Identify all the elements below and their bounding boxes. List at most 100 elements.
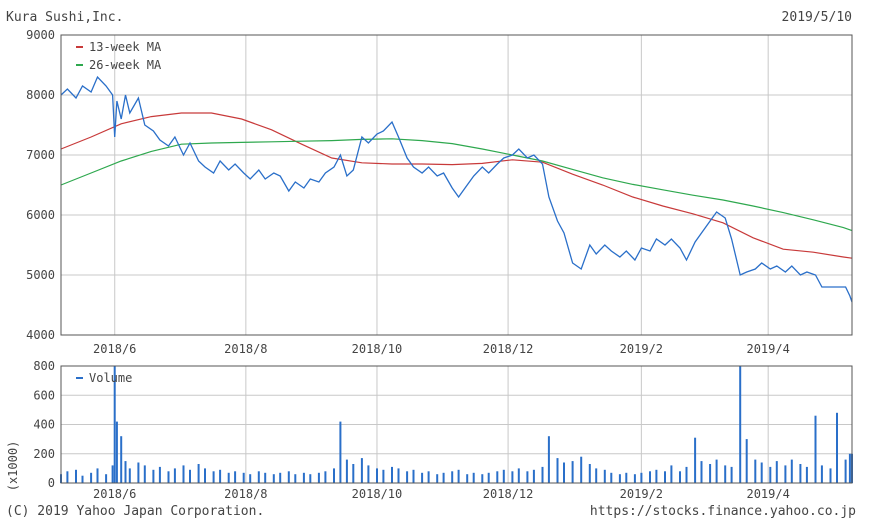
volume-bar <box>257 471 260 483</box>
volume-bar <box>655 469 658 483</box>
volume-bar <box>517 468 520 483</box>
y-tick-label: 200 <box>33 447 55 461</box>
volume-bar <box>352 464 355 483</box>
volume-bar <box>376 468 378 483</box>
volume-bar <box>784 465 787 483</box>
volume-bar <box>397 468 400 483</box>
volume-legend: Volume <box>76 371 132 385</box>
x-tick-label: 2018/6 <box>93 342 136 356</box>
volume-bar <box>287 471 290 483</box>
volume-bar <box>345 459 348 483</box>
volume-bar <box>775 461 778 483</box>
volume-bar <box>724 465 727 483</box>
volume-bar <box>317 472 320 483</box>
legend-label: 13-week MA <box>89 40 162 54</box>
y-tick-label: 800 <box>33 359 55 373</box>
volume-bar <box>739 366 742 483</box>
stock-title: Kura Sushi,Inc. <box>6 10 124 25</box>
volume-bar <box>189 469 191 483</box>
y-tick-label: 0 <box>48 476 55 490</box>
volume-bar <box>197 464 200 483</box>
volume-bar <box>836 412 838 483</box>
price-legend: 13-week MA 26-week MA <box>76 40 162 72</box>
volume-bar <box>406 471 409 483</box>
volume-bar <box>124 461 127 483</box>
volume-bar <box>158 466 161 483</box>
x-tick-label: 2018/12 <box>483 487 534 501</box>
legend-label: Volume <box>89 371 132 385</box>
y-tick-label: 8000 <box>26 88 55 102</box>
volume-bar <box>212 471 215 483</box>
volume-bar <box>391 466 393 483</box>
volume-bar <box>760 462 763 483</box>
volume-bar <box>309 474 312 483</box>
y-tick-label: 400 <box>33 418 55 432</box>
price-y-axis: 4000 5000 6000 7000 8000 9000 <box>26 28 55 342</box>
volume-bar <box>339 421 342 483</box>
volume-bar <box>382 469 385 483</box>
volume-bar <box>324 471 327 483</box>
volume-bar <box>580 456 583 483</box>
volume-bar <box>685 466 688 483</box>
price-grid <box>61 34 852 336</box>
volume-bar <box>143 465 146 483</box>
volume-bar <box>367 465 370 483</box>
volume-bar <box>302 472 305 483</box>
volume-bar <box>709 464 712 483</box>
volume-frame <box>60 365 853 484</box>
volume-bar <box>272 474 275 483</box>
chart-date: 2019/5/10 <box>781 10 852 25</box>
volume-bar <box>173 468 176 483</box>
volume-grid <box>61 365 852 484</box>
x-tick-label: 2018/8 <box>224 342 267 356</box>
volume-bar <box>451 471 454 483</box>
volume-bar <box>595 468 598 483</box>
x-tick-label: 2018/10 <box>352 487 403 501</box>
volume-bar <box>496 471 499 483</box>
volume-bar <box>603 469 606 483</box>
x-axis-top: 2018/6 2018/8 2018/10 2018/12 2019/2 2019/4 <box>93 342 790 356</box>
volume-bar <box>679 471 681 483</box>
volume-bar <box>90 472 93 483</box>
volume-bar <box>814 415 817 483</box>
volume-bar <box>526 471 529 483</box>
volume-bar <box>745 439 748 483</box>
volume-bar <box>799 464 802 483</box>
volume-bar <box>588 464 591 483</box>
volume-bar <box>472 472 475 483</box>
volume-bar <box>66 471 69 483</box>
volume-bar <box>664 471 666 483</box>
volume-bar <box>844 459 847 483</box>
volume-bar <box>279 472 282 483</box>
series-line-13-week-ma <box>60 112 853 259</box>
volume-bar <box>128 468 131 483</box>
volume-bar <box>457 469 460 483</box>
volume-bar <box>120 436 123 483</box>
series-line-26-week-ma <box>60 138 853 232</box>
volume-bar <box>502 469 505 483</box>
x-tick-label: 2019/2 <box>620 487 663 501</box>
volume-bar <box>204 468 206 483</box>
volume-bar <box>541 466 544 483</box>
copyright: (C) 2019 Yahoo Japan Corporation. <box>6 504 265 519</box>
x-tick-label: 2019/2 <box>620 342 663 356</box>
volume-bar <box>152 469 155 483</box>
volume-y-label: (x1000) <box>6 441 20 492</box>
volume-bar <box>75 469 77 483</box>
volume-bar <box>820 465 823 483</box>
volume-bar <box>113 366 116 483</box>
volume-panel: 0 200 400 600 800 Volume (x1000) <box>6 359 853 491</box>
volume-bar <box>219 469 222 483</box>
volume-bar <box>182 465 185 483</box>
volume-bar <box>96 468 99 483</box>
volume-bar <box>563 462 565 483</box>
volume-bar <box>610 472 613 483</box>
volume-bar <box>640 472 643 483</box>
x-tick-label: 2018/8 <box>224 487 267 501</box>
volume-bar <box>333 468 335 483</box>
volume-bar <box>618 474 621 483</box>
volume-bar <box>829 468 832 483</box>
volume-bar <box>466 474 469 483</box>
volume-bar <box>790 459 793 483</box>
volume-bar <box>769 466 772 483</box>
